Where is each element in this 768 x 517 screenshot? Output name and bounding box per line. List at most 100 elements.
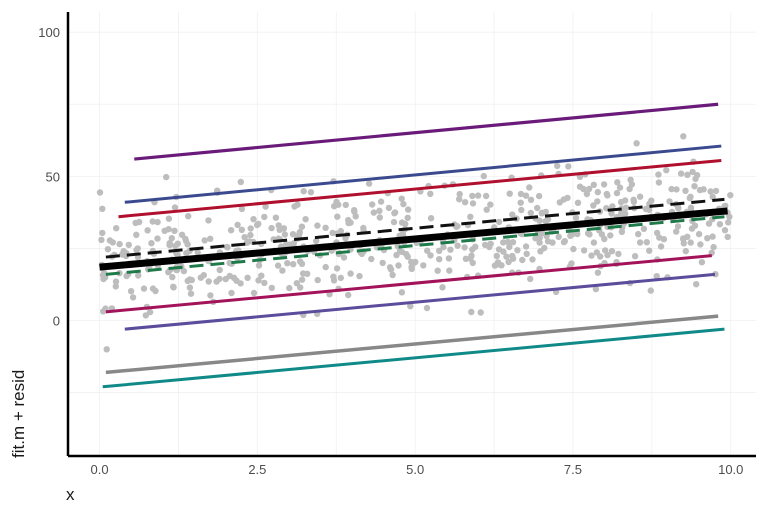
- data-point: [693, 281, 700, 288]
- y-tick-label: 0: [53, 313, 60, 328]
- data-point: [580, 185, 587, 193]
- data-point: [262, 203, 269, 210]
- data-point: [716, 221, 724, 228]
- data-point: [250, 289, 258, 297]
- data-point: [106, 237, 114, 244]
- data-point: [412, 258, 419, 266]
- data-point: [555, 233, 562, 240]
- data-point: [427, 215, 435, 222]
- data-point: [298, 223, 306, 230]
- data-point: [104, 246, 112, 253]
- data-point: [99, 205, 106, 212]
- data-point: [113, 225, 120, 232]
- data-point: [631, 253, 639, 260]
- data-point: [635, 230, 642, 238]
- data-point: [213, 278, 220, 285]
- data-point: [185, 213, 192, 220]
- data-point: [365, 180, 373, 187]
- data-point: [205, 217, 212, 224]
- data-point: [574, 230, 581, 238]
- data-point: [258, 272, 265, 279]
- data-point: [495, 218, 503, 226]
- data-point: [224, 244, 231, 251]
- data-point: [643, 239, 650, 246]
- data-point: [376, 207, 383, 214]
- data-point: [390, 218, 398, 226]
- data-point: [445, 255, 453, 262]
- data-point: [615, 250, 622, 258]
- data-point: [640, 225, 648, 232]
- data-point: [493, 252, 500, 260]
- data-point: [597, 253, 604, 260]
- series-line-10: [102, 327, 725, 389]
- data-point: [695, 230, 703, 238]
- data-point: [630, 196, 637, 203]
- data-point: [369, 201, 376, 208]
- data-point: [594, 188, 601, 196]
- data-point: [535, 192, 543, 200]
- data-point: [680, 235, 687, 242]
- axes: [66, 12, 756, 458]
- data-point: [534, 204, 541, 212]
- data-point: [439, 284, 446, 291]
- x-tick-label: 0.0: [91, 462, 109, 477]
- data-point: [169, 273, 176, 281]
- data-point: [289, 231, 297, 238]
- data-point: [227, 227, 235, 234]
- data-point: [170, 283, 177, 290]
- data-point: [480, 172, 487, 180]
- data-point: [135, 272, 142, 279]
- data-point: [454, 242, 461, 249]
- data-point: [423, 304, 431, 312]
- data-point: [356, 272, 363, 280]
- data-point: [660, 236, 668, 243]
- data-point: [727, 192, 734, 199]
- data-point: [226, 272, 233, 280]
- data-point: [290, 261, 297, 268]
- data-point: [314, 276, 321, 284]
- data-point: [565, 163, 572, 170]
- data-point: [469, 200, 477, 207]
- data-point: [544, 216, 552, 223]
- data-point: [626, 185, 633, 193]
- series-line-2: [124, 144, 722, 204]
- data-point: [608, 248, 616, 255]
- data-point: [154, 218, 161, 226]
- data-point: [616, 184, 624, 191]
- data-point: [556, 199, 563, 206]
- y-tick-label: 50: [46, 169, 60, 184]
- data-point: [461, 199, 469, 206]
- data-point: [567, 232, 574, 239]
- data-point: [653, 273, 660, 280]
- series-line-1: [134, 102, 719, 161]
- data-point: [504, 238, 512, 246]
- data-point: [274, 262, 282, 269]
- data-point: [370, 209, 377, 216]
- data-point: [352, 213, 359, 220]
- data-point: [472, 243, 479, 250]
- data-point: [246, 238, 253, 245]
- data-point: [237, 178, 244, 186]
- data-point: [680, 240, 687, 247]
- data-point: [585, 185, 593, 193]
- data-point: [570, 245, 577, 253]
- data-point: [297, 284, 304, 291]
- data-point: [657, 243, 665, 250]
- data-point: [687, 239, 694, 246]
- data-point: [506, 190, 513, 197]
- data-point: [148, 240, 155, 247]
- data-point: [112, 278, 120, 285]
- data-point: [286, 284, 293, 292]
- data-point: [503, 253, 510, 260]
- data-point: [427, 252, 434, 259]
- data-point: [272, 214, 280, 221]
- data-point: [529, 256, 536, 263]
- data-point: [509, 252, 516, 260]
- data-point: [340, 254, 348, 261]
- data-point: [506, 243, 513, 251]
- data-point: [456, 190, 463, 198]
- data-point: [291, 203, 298, 210]
- data-point: [281, 231, 289, 238]
